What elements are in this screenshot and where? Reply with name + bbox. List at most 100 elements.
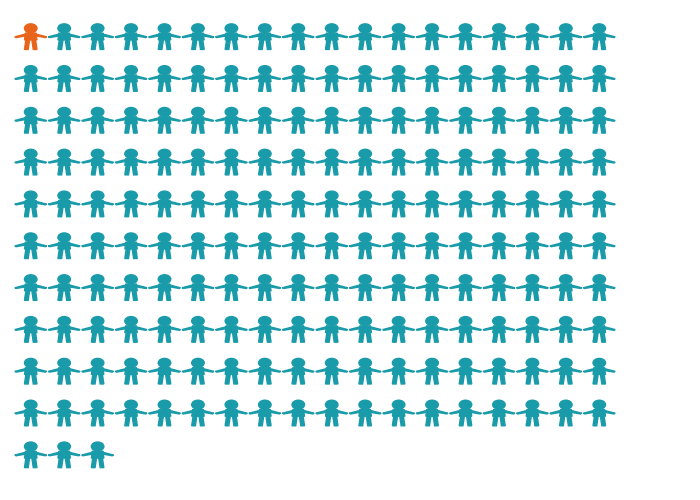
Circle shape <box>192 66 204 74</box>
Polygon shape <box>559 166 565 175</box>
Polygon shape <box>166 207 171 216</box>
Polygon shape <box>383 117 394 121</box>
Polygon shape <box>292 410 304 416</box>
Polygon shape <box>169 33 181 38</box>
Polygon shape <box>132 166 137 175</box>
Polygon shape <box>459 326 472 332</box>
Circle shape <box>25 400 37 409</box>
Circle shape <box>493 191 505 200</box>
Polygon shape <box>433 249 438 258</box>
Polygon shape <box>266 166 271 175</box>
Polygon shape <box>35 75 47 80</box>
Polygon shape <box>559 326 572 332</box>
Polygon shape <box>158 117 171 123</box>
Polygon shape <box>359 410 372 416</box>
Polygon shape <box>292 207 297 216</box>
Polygon shape <box>593 291 598 300</box>
Polygon shape <box>370 33 381 38</box>
Polygon shape <box>258 124 264 133</box>
Polygon shape <box>158 326 171 332</box>
Polygon shape <box>459 242 472 249</box>
Polygon shape <box>292 40 297 50</box>
Polygon shape <box>148 33 160 38</box>
Polygon shape <box>192 124 197 133</box>
Polygon shape <box>383 284 394 288</box>
Circle shape <box>393 108 405 116</box>
Polygon shape <box>400 207 405 216</box>
Polygon shape <box>500 124 505 133</box>
Polygon shape <box>25 249 29 258</box>
Polygon shape <box>58 416 63 426</box>
Polygon shape <box>225 326 237 332</box>
Polygon shape <box>604 33 615 38</box>
Polygon shape <box>393 207 398 216</box>
Polygon shape <box>300 374 304 384</box>
Circle shape <box>58 358 71 368</box>
Polygon shape <box>169 75 181 80</box>
Polygon shape <box>393 368 405 374</box>
Polygon shape <box>236 117 247 121</box>
Circle shape <box>493 24 505 33</box>
Polygon shape <box>349 117 360 121</box>
Polygon shape <box>216 368 227 372</box>
Polygon shape <box>437 368 448 372</box>
Polygon shape <box>349 75 360 80</box>
Circle shape <box>326 66 338 74</box>
Polygon shape <box>236 410 247 414</box>
Polygon shape <box>526 291 531 300</box>
Polygon shape <box>258 158 271 166</box>
Polygon shape <box>158 200 171 207</box>
Circle shape <box>125 108 137 116</box>
Polygon shape <box>333 124 338 133</box>
Polygon shape <box>426 117 438 123</box>
Polygon shape <box>400 82 405 92</box>
Polygon shape <box>182 75 193 80</box>
Polygon shape <box>403 75 414 80</box>
Polygon shape <box>35 326 47 330</box>
Polygon shape <box>192 284 204 291</box>
Polygon shape <box>559 284 572 291</box>
Polygon shape <box>125 117 137 123</box>
Polygon shape <box>349 284 360 288</box>
Polygon shape <box>359 416 364 426</box>
Polygon shape <box>148 284 160 288</box>
Polygon shape <box>333 82 338 92</box>
Polygon shape <box>493 242 505 249</box>
Circle shape <box>292 108 304 116</box>
Polygon shape <box>25 374 29 384</box>
Circle shape <box>493 316 505 326</box>
Circle shape <box>158 316 171 326</box>
Polygon shape <box>32 249 37 258</box>
Polygon shape <box>125 158 137 166</box>
Polygon shape <box>58 458 63 468</box>
Circle shape <box>292 400 304 409</box>
Polygon shape <box>232 249 237 258</box>
Polygon shape <box>459 166 464 175</box>
Polygon shape <box>437 200 448 205</box>
Polygon shape <box>132 207 137 216</box>
Polygon shape <box>65 332 71 342</box>
Circle shape <box>326 316 338 326</box>
Polygon shape <box>192 249 197 258</box>
Polygon shape <box>467 291 472 300</box>
Polygon shape <box>493 368 505 374</box>
Polygon shape <box>58 166 63 175</box>
Polygon shape <box>102 368 113 372</box>
Circle shape <box>158 275 171 283</box>
Polygon shape <box>132 374 137 384</box>
Polygon shape <box>333 40 338 50</box>
Polygon shape <box>258 117 271 123</box>
Polygon shape <box>125 82 130 92</box>
Polygon shape <box>199 82 204 92</box>
Polygon shape <box>25 458 29 468</box>
Polygon shape <box>467 166 472 175</box>
Polygon shape <box>349 200 360 205</box>
Polygon shape <box>526 166 531 175</box>
Polygon shape <box>158 291 163 300</box>
Polygon shape <box>459 368 472 374</box>
Polygon shape <box>92 33 104 40</box>
Polygon shape <box>459 33 472 40</box>
Polygon shape <box>35 368 47 372</box>
Polygon shape <box>199 40 204 50</box>
Polygon shape <box>300 416 304 426</box>
